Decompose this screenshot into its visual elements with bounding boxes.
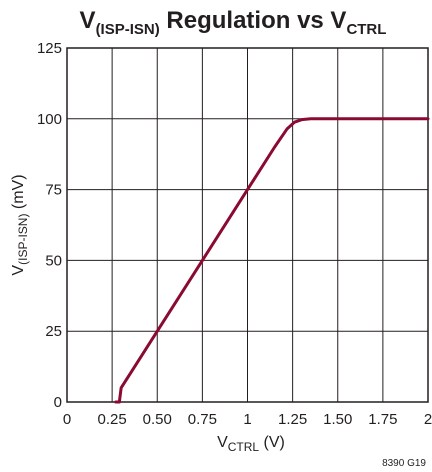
y-tick-label: 125: [37, 40, 62, 57]
x-tick-label: 2: [424, 411, 432, 428]
x-tick-label: 1.75: [368, 411, 397, 428]
x-tick-label: 0.25: [98, 411, 127, 428]
series-layer: [114, 117, 430, 404]
grid: [66, 47, 429, 403]
x-tick-label: 1: [243, 411, 251, 428]
x-tick-label: 0: [63, 411, 71, 428]
x-tick-label: 0.75: [188, 411, 217, 428]
y-tick-label: 25: [45, 323, 62, 340]
y-tick-label: 0: [54, 394, 62, 411]
x-tick-label: 1.25: [278, 411, 307, 428]
series-line: [114, 117, 430, 404]
x-tick-labels: 0 0.25 0.50 0.75 1 1.25 1.50 1.75 2: [63, 411, 432, 428]
x-tick-label: 0.50: [143, 411, 172, 428]
y-tick-label: 50: [45, 252, 62, 269]
plot-frame: [66, 47, 429, 403]
x-tick-label: 1.50: [323, 411, 352, 428]
y-tick-label: 100: [37, 111, 62, 128]
y-tick-label: 75: [45, 182, 62, 199]
figure-id: 8390 G19: [382, 458, 426, 469]
chart-title: V(ISP-ISN) Regulation vs VCTRL: [80, 7, 387, 38]
x-axis-label: VCTRL (V): [217, 434, 285, 454]
y-tick-labels: 0 25 50 75 100 125: [37, 40, 62, 411]
y-axis-label: V(ISP-ISN) (mV): [10, 174, 30, 275]
